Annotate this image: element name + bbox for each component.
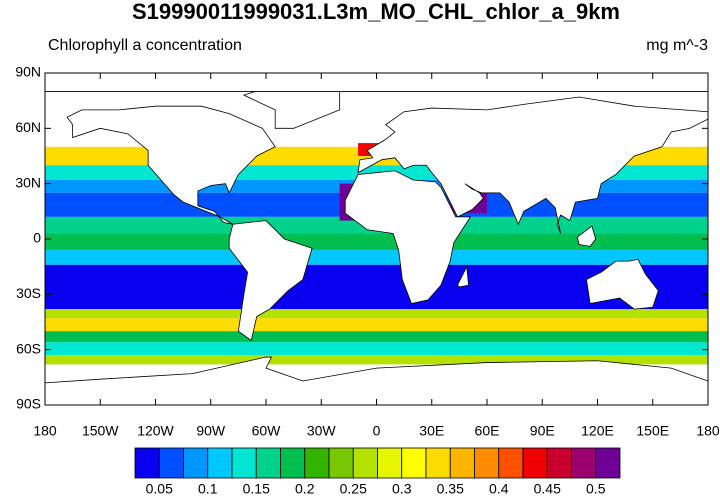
lon-tick-label: 90E: [530, 423, 555, 439]
landmass: [576, 225, 597, 247]
lat-tick-label: 0: [33, 230, 41, 246]
lat-tick-label: 90N: [15, 64, 41, 80]
colorbar-box: [183, 447, 209, 479]
colorbar-box: [280, 447, 306, 479]
colorbar-label: 0.1: [198, 481, 218, 497]
landmass: [66, 105, 276, 225]
colorbar-box: [158, 447, 184, 479]
colorbar-box: [498, 447, 524, 479]
lon-tick-label: 0: [373, 423, 381, 439]
landmass: [457, 265, 470, 288]
colorbar-box: [304, 447, 330, 479]
colorbar-label: 0.35: [437, 481, 464, 497]
ocean-band: [45, 233, 708, 251]
title: S19990011999031.L3m_MO_CHL_chlor_a_9km: [132, 0, 620, 24]
colorbar-box: [425, 447, 451, 479]
colorbar-label: 0.45: [534, 481, 561, 497]
colorbar-box: [571, 447, 597, 479]
ocean-band: [45, 331, 708, 343]
lon-tick-label: 150E: [636, 423, 669, 439]
landmass: [357, 96, 708, 234]
lat-tick-label: 30S: [16, 285, 41, 301]
ocean-band: [45, 309, 708, 319]
lat-tick-label: 60S: [16, 340, 41, 356]
colorbar-box: [352, 447, 378, 479]
landmass: [45, 356, 708, 405]
ocean-band: [45, 250, 708, 265]
colorbar-box: [231, 447, 257, 479]
lat-tick-label: 90S: [16, 396, 41, 412]
lon-tick-label: 60E: [475, 423, 500, 439]
colorbar-label: 0.05: [146, 481, 173, 497]
lon-tick-label: 30W: [307, 423, 337, 439]
landmass: [344, 170, 472, 305]
colorbar-box: [401, 447, 427, 479]
colorbar-box: [546, 447, 572, 479]
colorbar-box: [134, 447, 160, 479]
colorbar-label: 0.4: [489, 481, 509, 497]
colorbar-box: [449, 447, 475, 479]
lon-tick-label: 60W: [252, 423, 282, 439]
colorbar-box: [255, 447, 281, 479]
lon-tick-label: 90W: [196, 423, 226, 439]
lon-tick-label: 120E: [581, 423, 614, 439]
colorbar-label: 0.15: [243, 481, 270, 497]
map-field: [45, 73, 708, 405]
landmass: [586, 258, 659, 310]
colorbar-box: [207, 447, 233, 479]
colorbar-box: [522, 447, 548, 479]
colorbar-label: 0.25: [340, 481, 367, 497]
lat-tick-label: 30N: [15, 174, 41, 190]
lat-tick-label: 60N: [15, 119, 41, 135]
colorbar-label: 0.3: [392, 481, 412, 497]
lon-tick-label: 30E: [419, 423, 444, 439]
lon-tick-label: 150W: [82, 423, 119, 439]
ocean-band: [45, 342, 708, 356]
ocean-band: [45, 318, 708, 332]
lon-tick-label: 120W: [137, 423, 174, 439]
colorbar-label: 0.2: [295, 481, 315, 497]
lon-tick-label: 180: [33, 423, 57, 439]
ocean-band: [45, 355, 708, 365]
colorbar-box: [328, 447, 354, 479]
subtitle-left: Chlorophyll a concentration: [48, 37, 242, 54]
colorbar-label: 0.5: [586, 481, 606, 497]
subtitle-right: mg m^-3: [646, 37, 708, 54]
axes: 90N 60N 30N 0 30S 60S 90S 180 150W 120W 90W 60W 30W 0…: [15, 64, 720, 439]
colorbar-box: [595, 447, 621, 479]
colorbar: 0.05 0.1 0.15 0.2 0.25 0.3 0.35 0.4 0.45 0.5: [134, 447, 621, 497]
colorbar-box: [377, 447, 403, 479]
landmass: [228, 220, 313, 342]
colorbar-box: [474, 447, 500, 479]
lon-tick-label: 180: [696, 423, 720, 439]
